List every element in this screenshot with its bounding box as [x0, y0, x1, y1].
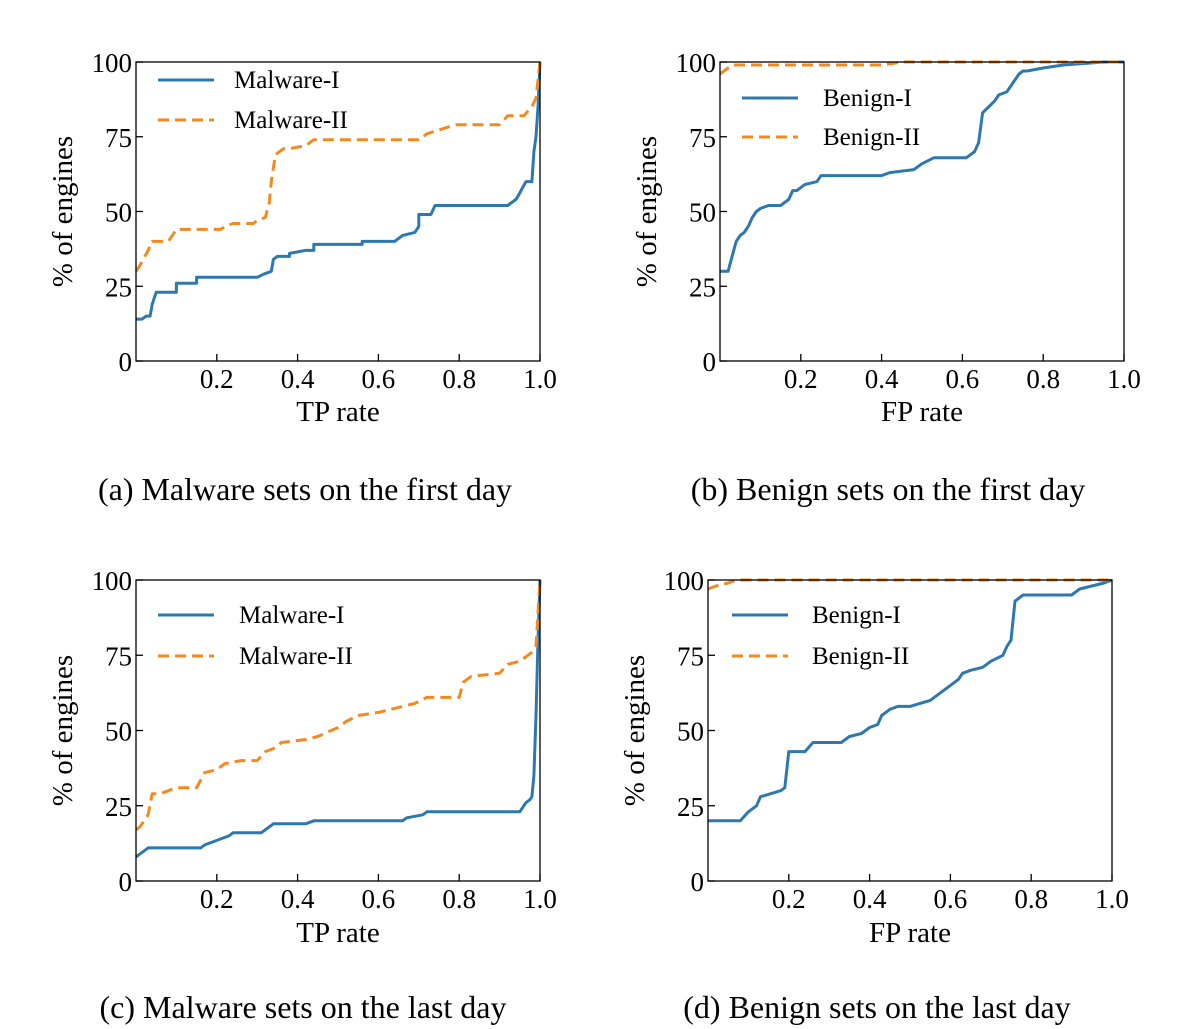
x-tick-label: 0.4	[853, 884, 887, 914]
x-tick-label: 0.8	[1026, 364, 1060, 394]
legend-label-2: Benign-II	[812, 643, 909, 670]
x-tick-label: 1.0	[1095, 884, 1129, 914]
series-line-1	[720, 60, 1124, 273]
x-tick-label: 1.0	[523, 884, 557, 914]
y-tick-label: 100	[92, 48, 133, 78]
y-tick-label: 50	[677, 717, 704, 747]
series-line-2	[707, 578, 1112, 591]
y-tick-label: 50	[689, 198, 716, 228]
y-tick-label: 75	[105, 641, 132, 671]
series-line-1	[708, 578, 1113, 823]
y-tick-label: 50	[105, 717, 132, 747]
x-tick-label: 0.2	[784, 364, 818, 394]
x-tick-label: 0.6	[362, 884, 396, 914]
x-tick-label: 0.8	[442, 364, 476, 394]
axes-frame	[707, 579, 1113, 882]
y-tick-label: 25	[677, 792, 704, 822]
y-tick-label: 100	[664, 566, 705, 596]
x-axis-label: TP rate	[296, 917, 379, 949]
x-tick-label: 0.2	[200, 884, 234, 914]
y-tick-label: 75	[689, 123, 716, 153]
x-tick-label: 0.4	[281, 884, 315, 914]
y-tick-label: 75	[105, 123, 132, 153]
x-axis-label: FP rate	[881, 396, 963, 428]
y-tick-label: 100	[676, 48, 717, 78]
y-tick-label: 25	[689, 272, 716, 302]
series-line-2	[135, 579, 542, 831]
x-tick-label: 0.6	[362, 364, 396, 394]
legend-label-1: Benign-I	[823, 85, 912, 112]
series-line-1	[136, 61, 542, 321]
y-tick-label: 0	[119, 347, 133, 377]
legend-label-2: Benign-II	[823, 124, 920, 151]
x-tick-label: 0.8	[442, 884, 476, 914]
y-axis-label: % of engines	[47, 655, 79, 806]
series-line-2	[134, 61, 542, 273]
x-tick-label: 0.2	[772, 884, 806, 914]
legend-label-1: Malware-I	[239, 602, 345, 629]
panel-caption: (d) Benign sets on the last day	[683, 989, 1070, 1025]
x-tick-label: 0.4	[865, 364, 899, 394]
chart-panel-2: 0 25 50 75 100 0.2 0.4 0.6 0.8 1.0 FP rate % of eng…	[631, 48, 1141, 507]
chart-panel-3: 0 25 50 75 100 0.2 0.4 0.6 0.8 1.0 TP rate % of eng…	[47, 566, 557, 1025]
x-tick-label: 0.6	[946, 364, 980, 394]
y-axis-label: % of engines	[631, 136, 663, 287]
x-axis-label: FP rate	[869, 917, 951, 949]
x-tick-label: 1.0	[1107, 364, 1141, 394]
chart-panel-4: 0 25 50 75 100 0.2 0.4 0.6 0.8 1.0 FP rate % of eng…	[619, 566, 1129, 1025]
y-tick-label: 0	[703, 347, 717, 377]
legend-label-2: Malware-II	[234, 107, 348, 134]
y-tick-label: 25	[105, 792, 132, 822]
panel-caption: (a) Malware sets on the first day	[98, 471, 512, 507]
y-axis-label: % of engines	[619, 655, 651, 806]
y-tick-label: 50	[105, 198, 132, 228]
y-tick-label: 75	[677, 641, 704, 671]
x-tick-label: 0.2	[200, 364, 234, 394]
x-tick-label: 0.8	[1014, 884, 1048, 914]
legend-label-1: Benign-I	[812, 602, 901, 629]
x-axis-label: TP rate	[296, 396, 379, 428]
x-tick-label: 0.6	[934, 884, 968, 914]
panel-caption: (c) Malware sets on the last day	[100, 989, 507, 1025]
legend-label-1: Malware-I	[234, 67, 340, 94]
axes-frame	[719, 61, 1125, 362]
y-tick-label: 0	[119, 867, 133, 897]
chart-panel-1: 0 25 50 75 100 0.2 0.4 0.6 0.8 1.0 TP rate % of eng…	[47, 48, 557, 507]
series-line-1	[135, 579, 542, 859]
x-tick-label: 1.0	[523, 364, 557, 394]
legend-label-2: Malware-II	[239, 643, 353, 670]
panel-caption: (b) Benign sets on the first day	[691, 471, 1086, 507]
y-tick-label: 25	[105, 272, 132, 302]
y-tick-label: 100	[92, 566, 133, 596]
x-tick-label: 0.4	[281, 364, 315, 394]
y-tick-label: 0	[691, 867, 705, 897]
y-axis-label: % of engines	[47, 136, 79, 287]
